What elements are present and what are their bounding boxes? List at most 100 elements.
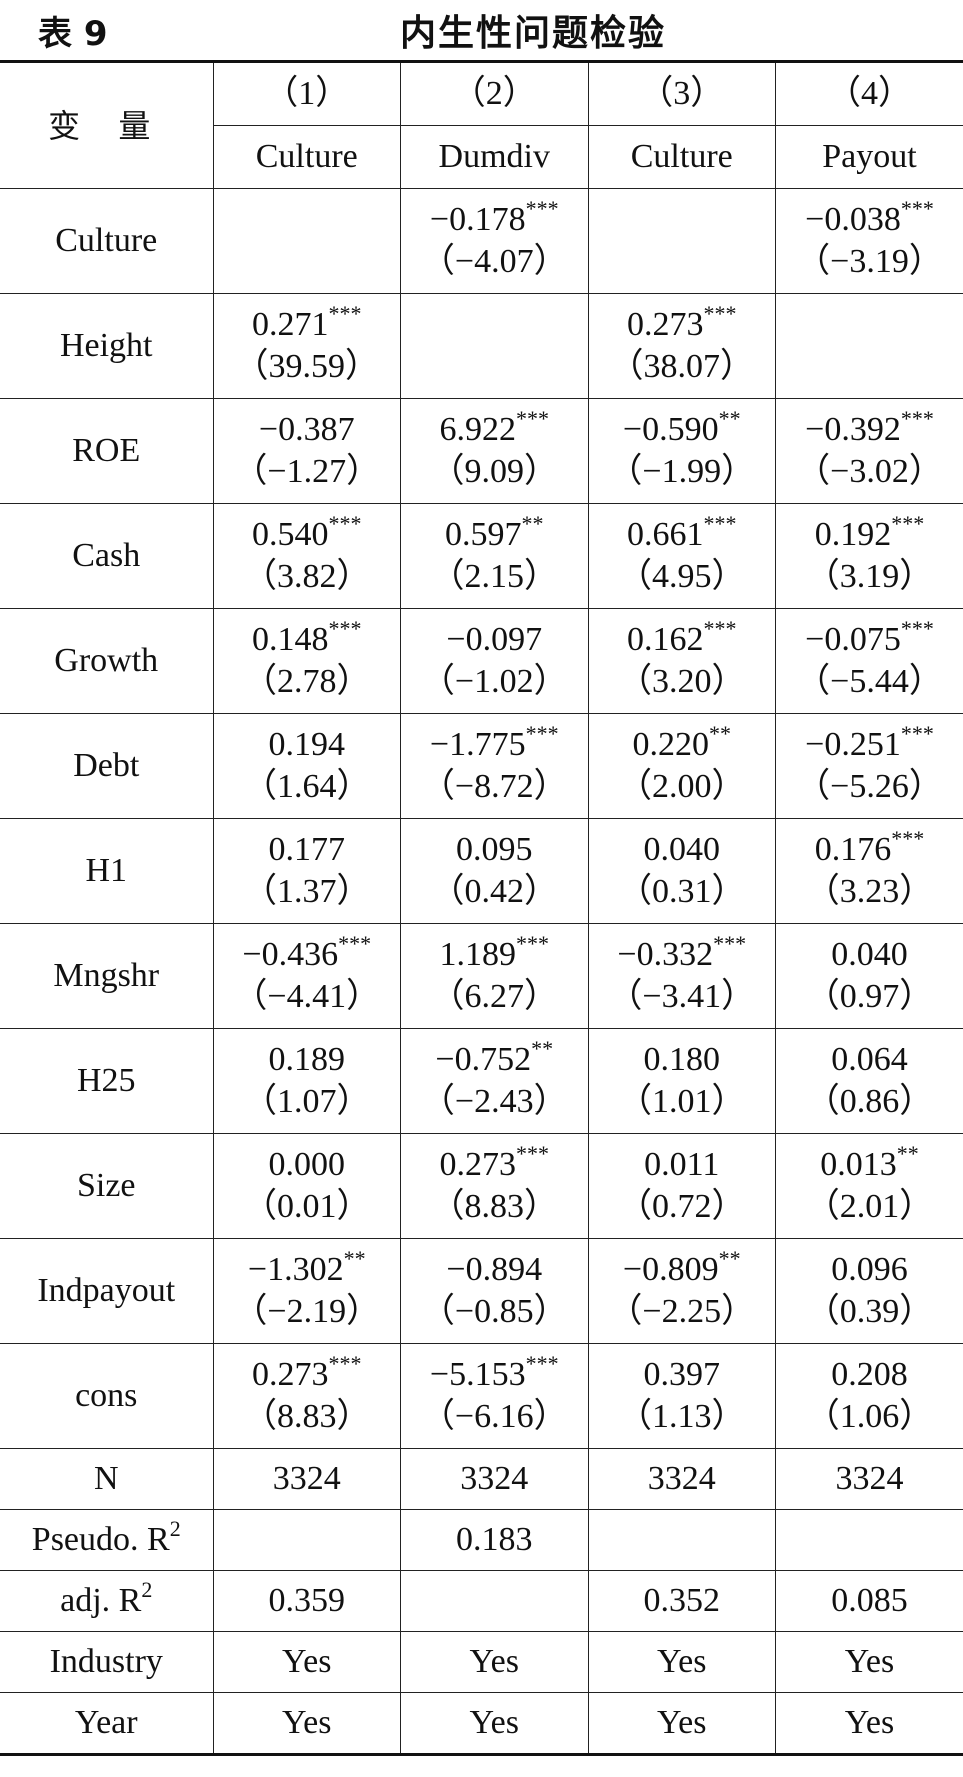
coefficient: 0.096 bbox=[776, 1249, 963, 1291]
coefficient: 0.189 bbox=[214, 1039, 401, 1081]
table-row: Size 0.000 （0.01） 0.273*** （8.83） 0.011 （0.72）… bbox=[0, 1133, 963, 1239]
t-statistic: （1.06） bbox=[805, 1398, 934, 1435]
t-statistic: （8.83） bbox=[243, 1398, 371, 1435]
coefficient-cell: −0.251*** （−5.26） bbox=[775, 713, 963, 819]
coefficient: −1.302** bbox=[214, 1246, 401, 1291]
t-statistic: （−6.16） bbox=[420, 1398, 568, 1435]
t-statistic: （−4.07） bbox=[420, 243, 568, 280]
variable-name: Size bbox=[0, 1133, 214, 1239]
coefficient: −0.097 bbox=[401, 619, 588, 661]
table-title: 内生性问题检验 bbox=[400, 13, 667, 54]
coefficient: 0.162*** bbox=[589, 618, 776, 661]
significance-stars: *** bbox=[525, 1351, 559, 1376]
t-statistic: （−2.25） bbox=[608, 1293, 756, 1330]
stat-label-superscript: 2 bbox=[169, 1516, 181, 1541]
coefficient-value: 0.273 bbox=[252, 1356, 329, 1393]
coefficient-cell: 0.096 （0.39） bbox=[775, 1238, 963, 1344]
variable-name: H25 bbox=[0, 1028, 214, 1134]
stat-label: Year bbox=[0, 1692, 214, 1756]
significance-stars: ** bbox=[343, 1246, 366, 1271]
variable-name: cons bbox=[0, 1343, 214, 1449]
variable-name: Culture bbox=[0, 188, 214, 294]
coefficient-cell: −1.775*** （−8.72） bbox=[400, 713, 589, 819]
significance-stars: *** bbox=[328, 616, 362, 641]
variable-header: 变 量 bbox=[0, 60, 214, 189]
coefficient-cell: 0.040 （0.31） bbox=[587, 818, 776, 924]
stat-value: Yes bbox=[400, 1692, 589, 1756]
coefficient-value: 0.162 bbox=[627, 621, 704, 658]
significance-stars: *** bbox=[328, 511, 362, 536]
stat-value: Yes bbox=[212, 1631, 401, 1693]
coefficient-value: 0.040 bbox=[643, 831, 721, 868]
coefficient-cell: 0.013** （2.01） bbox=[775, 1133, 963, 1239]
variable-name: Height bbox=[0, 293, 214, 399]
t-statistic: （−3.19） bbox=[796, 243, 943, 280]
stat-label-text: Pseudo. R bbox=[31, 1521, 170, 1558]
t-statistic: （1.64） bbox=[243, 768, 371, 805]
coefficient-value: −0.590 bbox=[622, 411, 719, 448]
regression-table: 变 量 （1） （2） （3） （4） Culture Dumdiv Cultu… bbox=[0, 60, 963, 1756]
coefficient-value: −5.153 bbox=[429, 1356, 526, 1393]
coefficient: 0.397 bbox=[589, 1354, 776, 1396]
coefficient-cell: 0.192*** （3.19） bbox=[775, 503, 963, 609]
t-statistic: （1.37） bbox=[243, 873, 371, 910]
coefficient: 0.180 bbox=[589, 1039, 776, 1081]
coefficient: 0.040 bbox=[589, 829, 776, 871]
t-statistic: （0.72） bbox=[618, 1188, 746, 1225]
coefficient: 0.220** bbox=[589, 721, 776, 766]
significance-stars: *** bbox=[338, 931, 372, 956]
coefficient-value: 0.013 bbox=[820, 1146, 897, 1183]
t-statistic: （9.09） bbox=[430, 453, 559, 490]
table-row: Height 0.271*** （39.59） 0.273*** （38.07） bbox=[0, 293, 963, 399]
t-statistic: （8.83） bbox=[430, 1188, 559, 1225]
coefficient-cell: 6.922*** （9.09） bbox=[400, 398, 589, 504]
significance-stars: *** bbox=[516, 931, 549, 956]
coefficient-cell: 0.271*** （39.59） bbox=[212, 293, 401, 399]
t-statistic: （2.00） bbox=[618, 768, 746, 805]
significance-stars: *** bbox=[328, 1351, 362, 1376]
significance-stars: ** bbox=[896, 1141, 919, 1166]
coefficient: −0.332*** bbox=[589, 933, 776, 976]
significance-stars: *** bbox=[328, 301, 362, 326]
coefficient-cell: −0.436*** （−4.41） bbox=[212, 923, 401, 1029]
coefficient: 0.000 bbox=[214, 1144, 401, 1186]
significance-stars: *** bbox=[516, 1141, 549, 1166]
t-statistic: （0.42） bbox=[430, 873, 559, 910]
coefficient-value: −0.752 bbox=[435, 1041, 532, 1078]
coefficient-cell: 0.177 （1.37） bbox=[212, 818, 401, 924]
t-statistic: （6.27） bbox=[430, 978, 559, 1015]
significance-stars: *** bbox=[525, 721, 559, 746]
variable-name: Indpayout bbox=[0, 1238, 214, 1344]
t-statistic: （−1.99） bbox=[608, 453, 756, 490]
stat-label-text: Industry bbox=[49, 1643, 163, 1680]
coefficient-value: 0.397 bbox=[643, 1356, 721, 1393]
t-statistic: （−2.19） bbox=[233, 1293, 381, 1330]
significance-stars: *** bbox=[900, 616, 934, 641]
coefficient: 0.148*** bbox=[214, 616, 401, 661]
coefficient-value: 0.597 bbox=[445, 516, 522, 553]
coefficient: −0.590** bbox=[589, 408, 776, 451]
coefficient: −0.178*** bbox=[401, 198, 588, 241]
coefficient-cell: 0.208 （1.06） bbox=[775, 1343, 963, 1449]
coefficient: 0.540*** bbox=[214, 511, 401, 556]
t-statistic: （0.01） bbox=[243, 1188, 371, 1225]
coefficient-value: 0.176 bbox=[814, 831, 892, 868]
table-row: ROE −0.387 （−1.27） 6.922*** （9.09） −0.590** （−… bbox=[0, 398, 963, 504]
stat-value: 3324 bbox=[212, 1448, 401, 1510]
coefficient-cell: 0.597** （2.15） bbox=[400, 503, 589, 609]
coefficient-cell: 0.540*** （3.82） bbox=[212, 503, 401, 609]
coefficient-cell: 0.273*** （8.83） bbox=[212, 1343, 401, 1449]
coefficient-cell: 0.220** （2.00） bbox=[587, 713, 776, 819]
t-statistic: （3.82） bbox=[243, 558, 371, 595]
coefficient-cell: −0.332*** （−3.41） bbox=[587, 923, 776, 1029]
coefficient-cell bbox=[400, 293, 589, 399]
significance-stars: *** bbox=[900, 196, 934, 221]
coefficient: −0.436*** bbox=[214, 931, 401, 976]
coefficient: 0.273*** bbox=[401, 1141, 588, 1186]
significance-stars: ** bbox=[709, 721, 731, 746]
t-statistic: （−0.85） bbox=[420, 1293, 568, 1330]
coefficient-value: −0.178 bbox=[429, 201, 526, 238]
coefficient: −0.251*** bbox=[776, 723, 963, 766]
column-number: （1） bbox=[212, 60, 401, 126]
coefficient: 0.273*** bbox=[589, 303, 776, 346]
